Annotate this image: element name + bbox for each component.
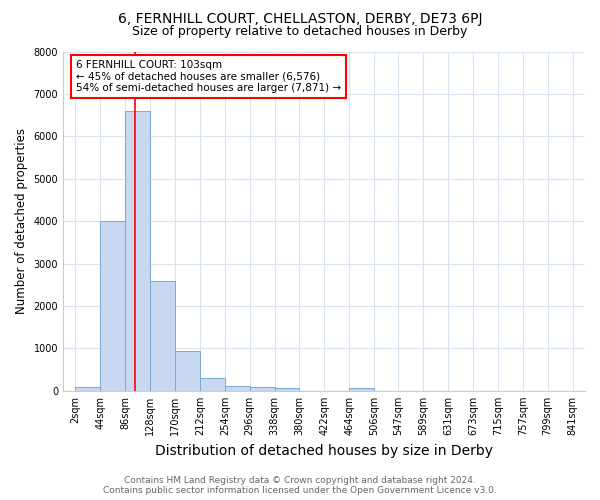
Bar <box>150 280 175 391</box>
Bar <box>250 388 275 391</box>
Y-axis label: Number of detached properties: Number of detached properties <box>15 128 28 314</box>
Bar <box>225 386 250 391</box>
Text: 6 FERNHILL COURT: 103sqm
← 45% of detached houses are smaller (6,576)
54% of sem: 6 FERNHILL COURT: 103sqm ← 45% of detach… <box>76 60 341 93</box>
Text: Contains HM Land Registry data © Crown copyright and database right 2024.
Contai: Contains HM Land Registry data © Crown c… <box>103 476 497 495</box>
Bar <box>275 388 299 391</box>
Bar <box>125 111 150 391</box>
X-axis label: Distribution of detached houses by size in Derby: Distribution of detached houses by size … <box>155 444 493 458</box>
Bar <box>76 386 100 391</box>
Bar <box>349 388 374 391</box>
Text: Size of property relative to detached houses in Derby: Size of property relative to detached ho… <box>133 25 467 38</box>
Bar <box>175 350 200 391</box>
Text: 6, FERNHILL COURT, CHELLASTON, DERBY, DE73 6PJ: 6, FERNHILL COURT, CHELLASTON, DERBY, DE… <box>118 12 482 26</box>
Bar <box>200 378 225 391</box>
Bar <box>100 221 125 391</box>
